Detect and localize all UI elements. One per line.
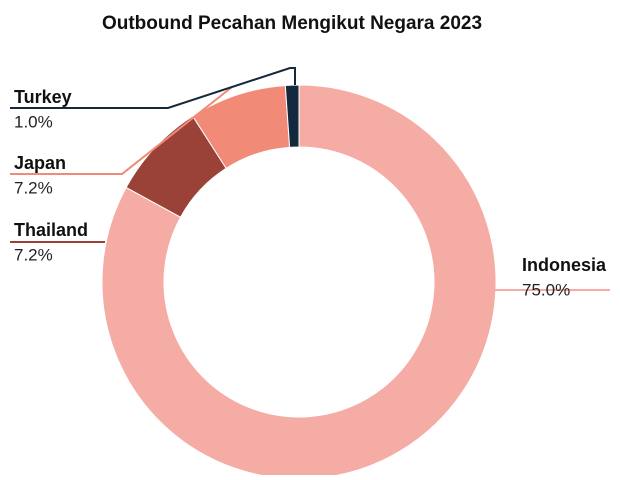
donut-slice	[101, 84, 497, 480]
leader-line	[10, 67, 296, 109]
donut-slice	[284, 84, 300, 148]
slice-value: 7.2%	[14, 178, 53, 197]
slice-label: Thailand	[14, 220, 88, 240]
slice-label: Turkey	[14, 87, 72, 107]
slice-value: 1.0%	[14, 112, 53, 131]
slice-value: 7.2%	[14, 245, 53, 264]
slice-value: 75.0%	[522, 280, 570, 299]
slice-label: Indonesia	[522, 255, 607, 275]
chart-title: Outbound Pecahan Mengikut Negara 2023	[102, 13, 482, 34]
leader-line	[10, 86, 233, 175]
slice-label: Japan	[14, 153, 66, 173]
